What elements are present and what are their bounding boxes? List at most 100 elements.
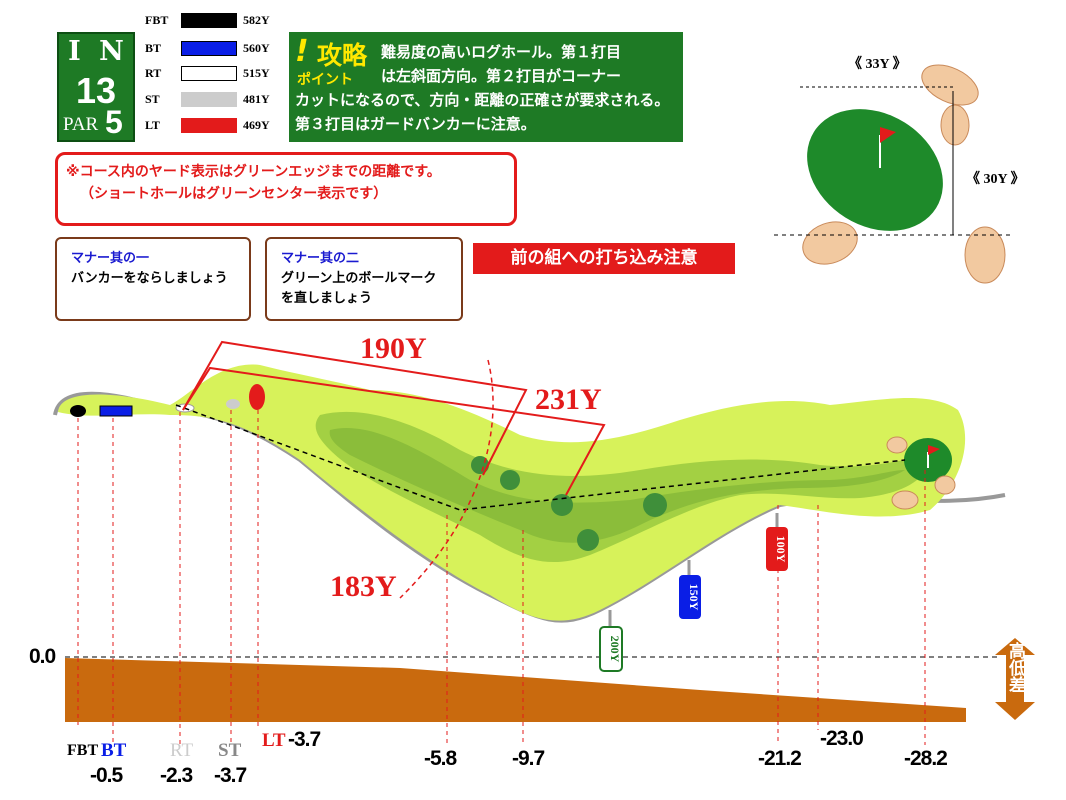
elevation-arrow-icon — [995, 638, 1035, 720]
tee-swatch — [181, 117, 237, 133]
hole-side-letter: N — [99, 36, 124, 67]
distance-231: 231Y — [535, 383, 602, 416]
tee-row-rt: RT 515Y — [145, 62, 270, 84]
manner-body: バンカーをならしましょう — [71, 271, 228, 286]
manner-heading: マナー其の二 — [281, 251, 360, 266]
tee-abbr-lt: LT — [262, 730, 286, 751]
elevation-p4: -23.0 — [820, 727, 864, 750]
marker-100-label: 100Y — [774, 536, 788, 563]
elevation-rt: -2.3 — [160, 764, 193, 787]
bunker — [802, 221, 858, 265]
arc-183 — [399, 359, 494, 599]
tee-yards: 515Y — [243, 65, 270, 80]
strategy-box: ! 攻略 ポイント 難易度の高いログホール。第１打目 は左斜面方向。第２打目がコ… — [289, 32, 683, 142]
bunker — [886, 436, 908, 454]
elevation-profile — [65, 658, 966, 722]
tee-abbr-fbt: FBT — [67, 742, 99, 759]
tee-label: BT — [145, 40, 162, 55]
tee-yards: 560Y — [243, 40, 270, 55]
tee-lt — [249, 384, 265, 410]
tee-row-lt: LT 469Y — [145, 114, 270, 136]
carry-190-box — [182, 340, 528, 476]
fairway-slope — [329, 428, 905, 543]
tee-label: FBT — [145, 12, 169, 27]
elevation-side-label: 高低差 — [1005, 642, 1025, 693]
par-value: 5 — [105, 104, 123, 140]
marker-150-label: 150Y — [687, 584, 701, 611]
green-shape — [807, 109, 943, 231]
tee-row-fbt: FBT 582Y — [145, 9, 270, 31]
tee-row-st: ST 481Y — [145, 88, 270, 110]
elevation-st: -3.7 — [214, 764, 247, 787]
marker-200-label: 200Y — [608, 636, 622, 663]
bunker — [940, 104, 970, 146]
tree-icon — [643, 493, 667, 517]
yardage-notice: ※コース内のヤード表示はグリーンエッジまでの距離です。 （ショートホールはグリー… — [55, 152, 517, 226]
elevation-lt: -3.7 — [288, 728, 321, 751]
manner-card-1: マナー其の一 バンカーをならしましょう — [55, 237, 251, 321]
elevation-p1: -5.8 — [424, 747, 457, 770]
elevation-p2: -9.7 — [512, 747, 545, 770]
elevation-p3: -21.2 — [758, 747, 802, 770]
strategy-text-line: は左斜面方向。第２打目がコーナー — [381, 67, 622, 85]
tree-icon — [551, 494, 573, 516]
tree-icon — [500, 470, 520, 490]
carry-231-box — [182, 366, 606, 496]
manner-heading: マナー其の一 — [71, 251, 150, 266]
tee-swatch — [181, 65, 237, 81]
hole-badge: I N 13 PAR 5 — [57, 32, 135, 142]
tee-row-bt: BT 560Y — [145, 37, 270, 59]
marker-100: 100Y — [766, 513, 788, 571]
tee-abbr-rt: RT — [170, 740, 194, 761]
shot-line — [175, 404, 906, 511]
tee-bt — [99, 405, 133, 417]
strategy-text-rest: カットになるので、方向・距離の正確さが要求される。第３打目はガードバンカーに注意… — [295, 91, 670, 133]
green-detail: 《 33Y 》 《 30Y 》 — [770, 56, 1025, 284]
strategy-title: 攻略 — [317, 41, 368, 70]
marker-150: 150Y — [679, 560, 701, 619]
elevation-green: -28.2 — [904, 747, 948, 770]
tee-label: RT — [145, 65, 162, 80]
notice-line: （ショートホールはグリーンセンター表示です） — [80, 186, 388, 202]
hole-number: 13 — [75, 70, 117, 111]
bunker — [921, 64, 979, 106]
bunker — [891, 490, 919, 510]
flag-icon — [928, 445, 940, 455]
tee-swatch — [181, 91, 237, 107]
marker-200: 200Y — [599, 610, 623, 672]
bunker — [964, 226, 1006, 284]
manner-card-2: マナー其の二 グリーン上のボールマーク を直しましょう — [265, 237, 463, 321]
tee-swatch — [181, 40, 237, 56]
trees — [471, 456, 667, 551]
exclamation-icon: ! — [295, 34, 309, 69]
strategy-text-line: 難易度の高いログホール。第１打目 — [381, 43, 622, 61]
tee-yards: 582Y — [243, 12, 270, 27]
manner-body: グリーン上のボールマーク を直しましょう — [281, 271, 437, 306]
green-width-label: 《 33Y 》 — [848, 56, 907, 72]
strategy-text: 難易度の高いログホール。第１打目 は左斜面方向。第２打目がコーナー — [381, 40, 677, 88]
distance-183: 183Y — [330, 570, 397, 603]
tee-fbt — [70, 405, 86, 417]
tee-label: ST — [145, 91, 160, 106]
tee-label: LT — [145, 117, 160, 132]
strategy-subtitle: ポイント — [297, 72, 353, 88]
hole-side-letter: I — [68, 36, 81, 67]
elevation-zero: 0.0 — [29, 645, 56, 668]
hole-side: I N — [59, 36, 133, 67]
tee-st — [226, 399, 240, 409]
tee-abbr-bt: BT — [101, 740, 127, 761]
tree-icon — [577, 529, 599, 551]
bunker — [934, 475, 956, 495]
tee-yards: 481Y — [243, 91, 270, 106]
tee-yards: 469Y — [243, 117, 270, 132]
elevation-bt: -0.5 — [90, 764, 123, 787]
distance-190: 190Y — [360, 332, 427, 365]
flag-icon — [880, 127, 896, 143]
hole-map: 200Y 150Y 100Y — [53, 340, 1035, 745]
tee-abbr-st: ST — [218, 740, 242, 761]
fairway — [315, 411, 930, 563]
green-depth-label: 《 30Y 》 — [966, 171, 1025, 187]
tee-swatch — [181, 12, 237, 28]
notice-line: ※コース内のヤード表示はグリーンエッジまでの距離です。 — [66, 164, 441, 180]
warning-banner: 前の組への打ち込み注意 — [473, 243, 735, 274]
